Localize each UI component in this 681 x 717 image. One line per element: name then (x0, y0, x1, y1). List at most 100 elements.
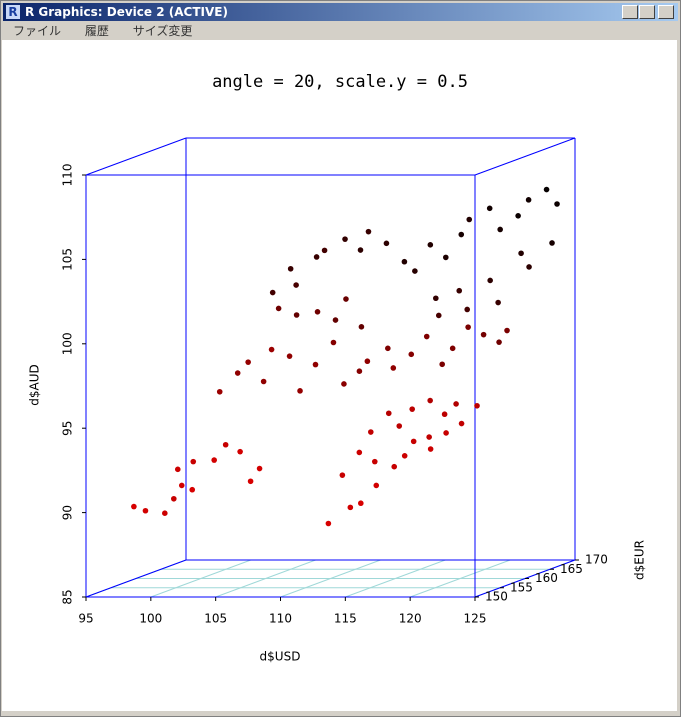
chart: angle = 20, scale.y = 0.5 d$USD d$AUD d$… (2, 40, 677, 711)
data-point (330, 339, 337, 346)
data-point (216, 388, 223, 395)
y-tick-label: 170 (585, 553, 608, 567)
z-tick-label: 95 (61, 421, 75, 436)
data-point (525, 197, 532, 203)
data-point (443, 430, 449, 436)
z-tick-label: 105 (61, 248, 75, 271)
box-edge (85, 137, 187, 176)
data-point (496, 339, 502, 345)
chart-title: angle = 20, scale.y = 0.5 (212, 72, 468, 92)
data-point (314, 308, 321, 315)
data-point (427, 242, 434, 248)
data-point (189, 486, 196, 493)
data-point (439, 361, 446, 368)
data-point (401, 453, 408, 459)
data-point (245, 359, 251, 365)
x-tick-label: 95 (78, 612, 93, 626)
data-point (343, 296, 349, 302)
data-point (365, 228, 372, 235)
data-point (260, 378, 267, 385)
data-point (390, 365, 397, 371)
x-tick-label: 115 (334, 612, 357, 626)
data-point (456, 287, 463, 294)
data-point (268, 346, 275, 353)
data-point (458, 231, 465, 238)
y-tick-label: 165 (560, 562, 583, 576)
y-axis-title: d$EUR (633, 540, 647, 580)
window-title: R Graphics: Device 2 (ACTIVE) (25, 5, 228, 19)
y-tick-label: 155 (510, 580, 533, 594)
data-point (211, 457, 217, 463)
x-tick-label: 125 (464, 612, 487, 626)
data-point (385, 410, 392, 417)
data-point (131, 503, 137, 510)
data-point (464, 306, 471, 313)
data-point (269, 289, 276, 296)
data-point (142, 507, 149, 514)
data-point (174, 466, 181, 473)
menu-bar: ファイル 履歴 サイズ変更 (3, 22, 202, 40)
data-point (178, 482, 185, 489)
z-tick-label: 90 (61, 505, 75, 520)
data-point (356, 449, 363, 456)
z-tick-label: 85 (61, 589, 75, 604)
data-point (293, 282, 299, 288)
data-point (287, 265, 294, 272)
data-point (465, 324, 471, 330)
data-point (453, 401, 459, 407)
app-icon: R (6, 5, 20, 19)
data-point (347, 504, 354, 511)
data-point (409, 406, 416, 412)
x-tick-label: 120 (399, 612, 422, 626)
data-point (497, 226, 503, 233)
x-tick-label: 105 (204, 612, 227, 626)
data-point (474, 402, 480, 409)
data-point (410, 438, 417, 445)
data-point (364, 358, 371, 365)
data-point (543, 186, 550, 193)
data-point (321, 247, 328, 254)
x-axis-title: d$USD (260, 650, 301, 664)
data-point (423, 333, 430, 340)
data-point (313, 254, 320, 260)
data-point (312, 361, 319, 368)
data-point (487, 277, 493, 284)
data-point (396, 423, 403, 429)
data-point (332, 317, 339, 323)
minimize-button[interactable] (622, 5, 638, 19)
data-point (341, 381, 347, 387)
data-point (286, 353, 293, 359)
maximize-button[interactable] (639, 5, 655, 19)
data-point (449, 345, 456, 352)
close-button[interactable] (658, 5, 674, 19)
data-point (358, 500, 364, 507)
data-point (339, 472, 346, 478)
data-point (554, 201, 560, 207)
z-tick-label: 110 (61, 164, 75, 187)
data-point (357, 247, 364, 253)
menu-item[interactable]: ファイル (13, 24, 62, 38)
x-tick-label: 100 (139, 612, 162, 626)
data-point (408, 351, 415, 358)
data-point (504, 327, 510, 334)
box-edge (85, 559, 187, 598)
data-point (237, 448, 243, 455)
data-point (495, 299, 501, 306)
box-edge (474, 137, 576, 176)
data-point (256, 465, 263, 472)
menu-item[interactable]: 履歴 (84, 24, 109, 38)
data-point (342, 236, 348, 242)
data-point (383, 240, 390, 247)
data-point (368, 429, 374, 435)
data-point (171, 495, 177, 502)
menu-item[interactable]: サイズ変更 (132, 24, 193, 38)
x-tick-label: 110 (269, 612, 292, 626)
data-point (412, 268, 418, 274)
data-point (401, 258, 408, 265)
data-point (247, 478, 254, 485)
data-point (373, 482, 380, 489)
data-point (293, 312, 300, 318)
y-tick-label: 150 (485, 590, 508, 604)
data-point (443, 254, 449, 261)
data-point (371, 458, 378, 465)
